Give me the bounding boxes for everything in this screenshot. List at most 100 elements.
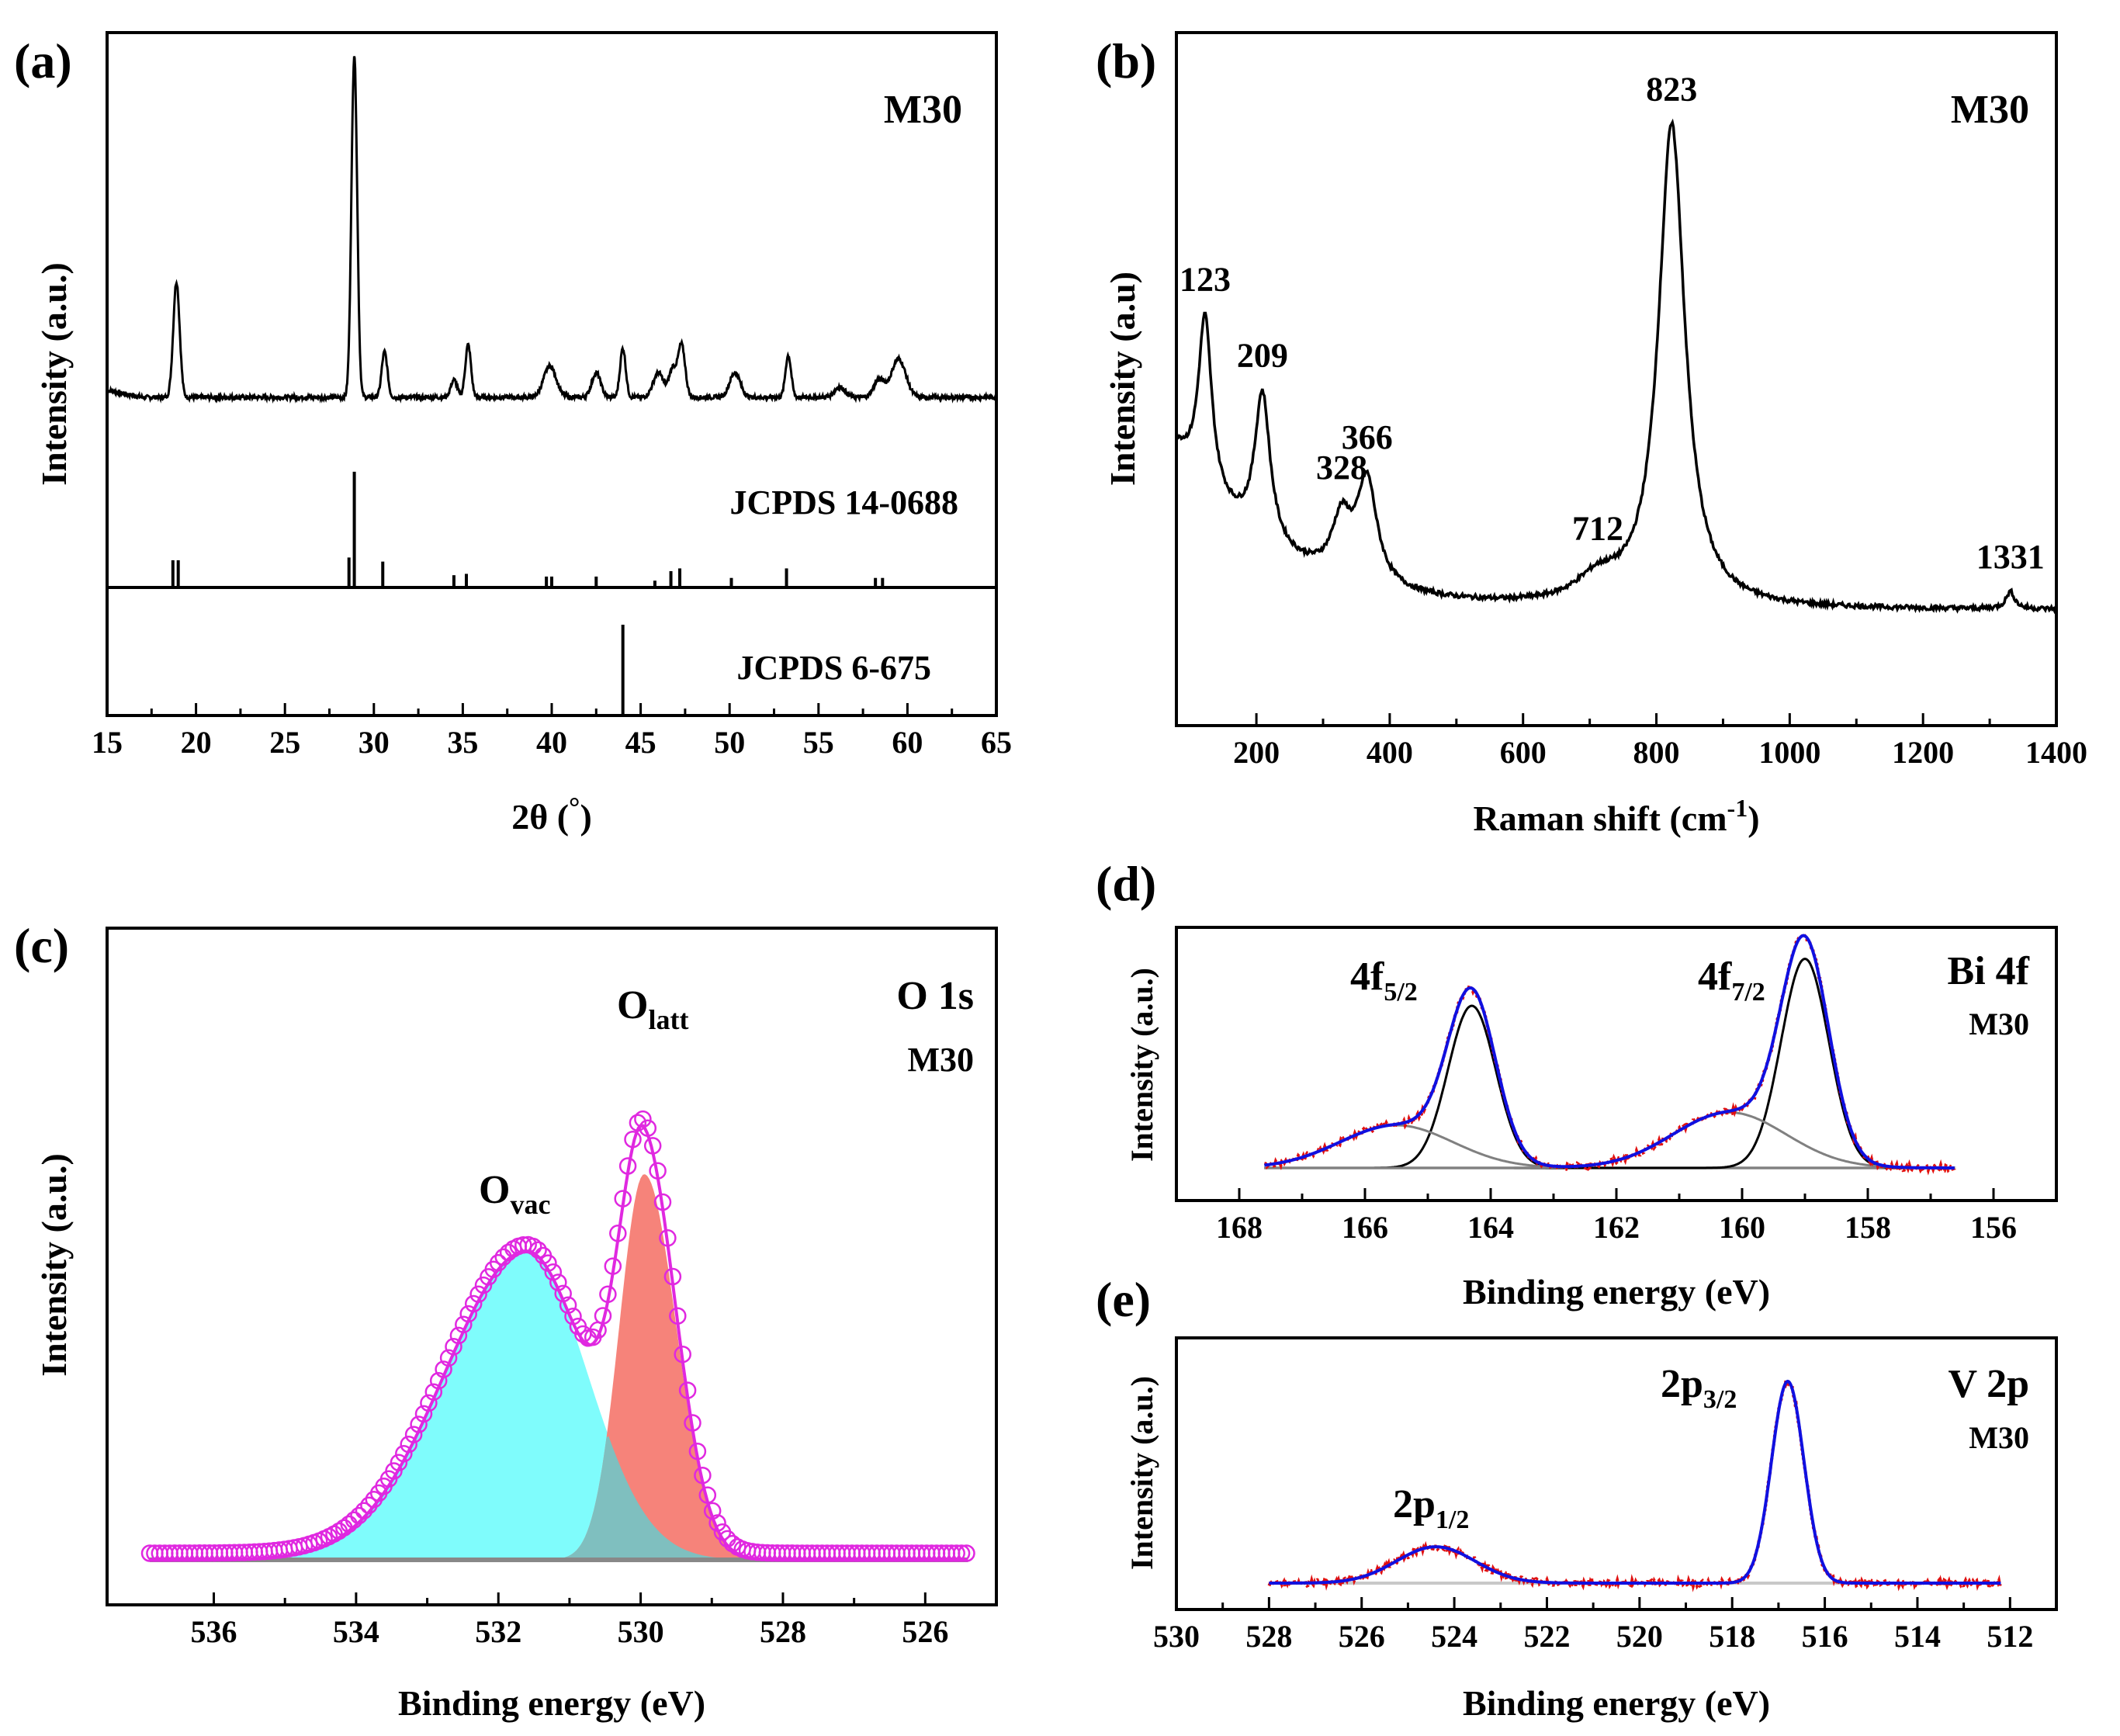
x-axis-label-b-sup: -1	[1727, 794, 1748, 822]
x-axis-label-a: 2θ (°)	[511, 792, 592, 837]
x-tick-label: 158	[1845, 1210, 1891, 1245]
panel-label-c: (c)	[14, 918, 69, 973]
x-tick-label: 518	[1709, 1619, 1755, 1654]
x-tick-label: 520	[1616, 1619, 1663, 1654]
sample-label-e: M30	[1969, 1420, 2029, 1455]
x-tick-label: 30	[359, 725, 390, 760]
reference-label-2: JCPDS 6-675	[736, 649, 931, 687]
x-axis-ticks-a: 15 20 25 30 35 40 45 50 55 60 65	[92, 703, 1012, 760]
o-latt-label: Olatt	[617, 983, 688, 1035]
x-tick-label: 20	[181, 725, 212, 760]
reference-label-1: JCPDS 14-0688	[729, 483, 958, 521]
x-tick-label: 522	[1523, 1619, 1570, 1654]
x-tick-label: 800	[1633, 735, 1680, 770]
x-tick-label: 40	[536, 725, 567, 760]
o-vac-label-main: O	[479, 1168, 510, 1212]
v2p-fit-line	[1269, 1379, 2001, 1585]
o-vac-label: Ovac	[479, 1168, 550, 1220]
panel-d: (d) 168 166 164 162 160 158 156 Bi 4f M30 4f5/…	[1096, 856, 2058, 1312]
x-tick-label: 400	[1367, 735, 1413, 770]
y-axis-label-b: Intensity (a.u)	[1103, 272, 1142, 486]
x-tick-label: 528	[1245, 1619, 1292, 1654]
x-tick-label: 15	[92, 725, 123, 760]
o1s-data-markers	[140, 1110, 975, 1562]
plot-frame-e	[1175, 1336, 2058, 1611]
x-axis-label-a-main: 2θ (	[511, 797, 569, 837]
o-latt-label-sub: latt	[648, 1004, 688, 1035]
x-tick-label: 1000	[1758, 735, 1820, 770]
panel-label-e: (e)	[1096, 1272, 1151, 1327]
x-axis-ticks-d: 168 166 164 162 160 158 156	[1216, 1188, 2017, 1245]
sample-label-c: M30	[907, 1041, 974, 1079]
plot-frame-b	[1175, 31, 2058, 727]
x-tick-label: 164	[1467, 1210, 1514, 1245]
x-axis-ticks-c: 536 534 532 530 528 526	[191, 1592, 948, 1649]
x-axis-label-b-main: Raman shift (cm	[1473, 799, 1727, 838]
v2p-data-line	[1267, 1377, 2003, 1592]
v-2p12-label-main: 2p	[1393, 1482, 1436, 1526]
panel-label-a: (a)	[14, 33, 72, 88]
x-tick-label: 55	[803, 725, 834, 760]
v-2p12-label: 2p1/2	[1393, 1482, 1469, 1534]
bi-4f72-label-sub: 7/2	[1731, 978, 1765, 1007]
x-tick-label: 25	[269, 725, 300, 760]
peak-label: 209	[1237, 336, 1288, 374]
x-tick-label: 516	[1802, 1619, 1848, 1654]
plot-frame-a	[106, 31, 998, 717]
x-axis-ticks-e: 530 528 526 524 522 520 518 516 514 512	[1153, 1597, 2033, 1654]
x-tick-label: 530	[1153, 1619, 1200, 1654]
spectrum-title-d: Bi 4f	[1948, 949, 2030, 993]
x-axis-label-a-tail: )	[580, 797, 591, 837]
peak-label: 366	[1342, 418, 1393, 456]
x-tick-label: 162	[1593, 1210, 1640, 1245]
sample-label-a: M30	[884, 88, 962, 132]
reference-lines-jcpds-14-0688	[171, 471, 885, 587]
x-tick-label: 514	[1894, 1619, 1941, 1654]
peak-label: 1331	[1976, 538, 2045, 576]
peak-label: 712	[1572, 510, 1623, 548]
x-tick-label: 60	[892, 725, 923, 760]
x-tick-label: 45	[625, 725, 656, 760]
v-2p12-label-sub: 1/2	[1436, 1506, 1469, 1534]
x-axis-label-c: Binding energy (eV)	[398, 1683, 705, 1723]
x-tick-label: 168	[1216, 1210, 1263, 1245]
panel-a: (a) 15 20 25 30 35 40 45 50 55 60 65 M30 JCPDS 14-…	[14, 31, 1012, 837]
x-axis-label-b: Raman shift (cm-1)	[1473, 794, 1759, 838]
x-tick-label: 35	[447, 725, 478, 760]
y-axis-label-e: Intensity (a.u.)	[1124, 1376, 1159, 1570]
y-axis-label-d: Intensity (a.u.)	[1124, 968, 1159, 1162]
x-tick-label: 530	[618, 1614, 664, 1649]
x-tick-label: 528	[760, 1614, 806, 1649]
x-tick-label: 534	[333, 1614, 379, 1649]
panel-c: (c) 536 534 532 530 528 526 O 1s M30 Ovac Ola…	[14, 918, 998, 1723]
x-axis-ticks-b: 200 400 600 800 1000 1200 1400	[1233, 713, 2087, 770]
v-2p32-label-sub: 3/2	[1703, 1385, 1737, 1414]
x-tick-label: 1200	[1892, 735, 1954, 770]
peak-label: 328	[1316, 449, 1367, 487]
bi-4f52-label-main: 4f	[1350, 955, 1384, 999]
x-tick-label: 50	[714, 725, 745, 760]
x-tick-label: 1400	[2025, 735, 2087, 770]
v-2p32-label-main: 2p	[1661, 1362, 1703, 1406]
panel-label-d: (d)	[1096, 856, 1156, 911]
peak-label: 823	[1646, 70, 1697, 108]
bi-4f52-label-sub: 5/2	[1384, 978, 1417, 1007]
x-tick-label: 512	[1987, 1619, 2033, 1654]
x-axis-label-d: Binding energy (eV)	[1463, 1272, 1770, 1312]
o-vac-label-sub: vac	[510, 1189, 550, 1220]
peak-label: 123	[1180, 260, 1231, 298]
x-tick-label: 160	[1719, 1210, 1765, 1245]
o1s-envelope-line	[150, 1124, 968, 1561]
x-axis-label-e: Binding energy (eV)	[1463, 1683, 1770, 1723]
spectrum-title-c: O 1s	[896, 974, 974, 1018]
x-tick-label: 536	[191, 1614, 237, 1649]
x-tick-label: 524	[1431, 1619, 1477, 1654]
sample-label-b: M30	[1951, 88, 2029, 132]
bi-4f72-label: 4f7/2	[1698, 955, 1765, 1007]
panel-label-b: (b)	[1096, 33, 1156, 88]
bi-4f52-label: 4f5/2	[1350, 955, 1418, 1007]
x-tick-label: 532	[475, 1614, 521, 1649]
